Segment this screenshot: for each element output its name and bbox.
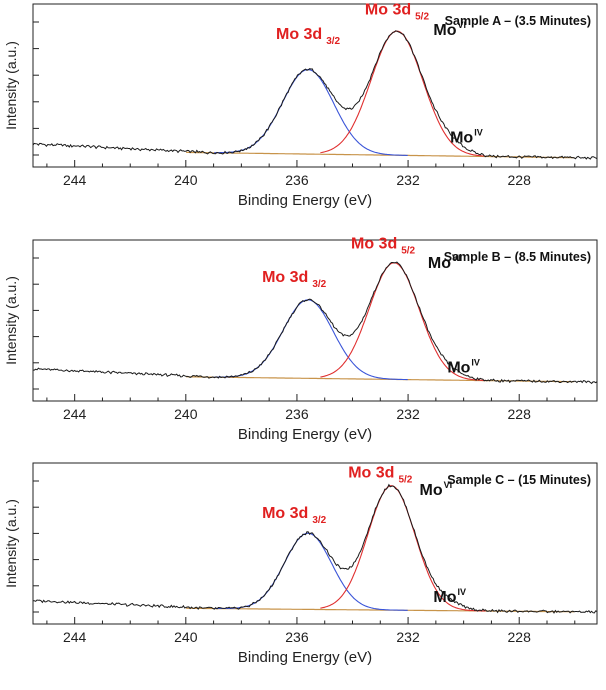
y-axis-title: Intensity (a.u.) [3, 276, 19, 365]
x-tick-label: 232 [396, 406, 420, 422]
peak-label: MoIV [450, 128, 483, 147]
x-axis-title: Binding Energy (eV) [238, 192, 372, 209]
y-axis-title: Intensity (a.u.) [3, 41, 19, 130]
series-background [186, 607, 575, 613]
x-tick-label: 232 [396, 172, 420, 188]
x-tick-label: 232 [396, 629, 420, 645]
sample-label: Sample B – (8.5 Minutes) [444, 250, 591, 264]
series-background [186, 376, 575, 383]
peak-label: Mo 3d 3/2 [262, 269, 327, 290]
panel-3: 244 240 236 232 228 Binding Energy (eV) Intens… [3, 462, 598, 666]
y-ticks [33, 480, 39, 613]
x-tick-label: 236 [285, 406, 309, 422]
y-ticks [33, 257, 39, 390]
panel-1: 244 240 236 232 228 Binding Energy (eV) Intens… [3, 2, 598, 209]
x-axis-title: Binding Energy (eV) [238, 649, 372, 666]
peak-label: Mo 3d 5/2 [365, 2, 430, 23]
plot-frame [32, 3, 598, 168]
y-ticks [33, 21, 39, 156]
series-raw-spectrum [32, 483, 598, 614]
x-tick-label: 236 [285, 172, 309, 188]
x-tick-label: 244 [63, 172, 87, 188]
x-tick-label: 240 [174, 406, 198, 422]
series-raw-spectrum [32, 30, 598, 160]
series-mo3d32-fit [214, 532, 408, 611]
peak-label: Mo 3d 3/2 [276, 26, 341, 47]
x-axis-title: Binding Energy (eV) [238, 426, 372, 443]
plot-frame [32, 239, 598, 402]
panel-2: 244 240 236 232 228 Binding Energy (eV) Intens… [3, 236, 598, 443]
x-tick-label: 236 [285, 629, 309, 645]
x-axis: 244 240 236 232 228 [46, 617, 576, 645]
x-tick-label: 244 [63, 629, 87, 645]
x-tick-label: 244 [63, 406, 87, 422]
peak-label: Mo 3d 3/2 [262, 505, 327, 526]
peak-label: MoIV [447, 357, 480, 376]
peak-label: MoVI [420, 480, 453, 499]
sample-label: Sample A – (3.5 Minutes) [445, 14, 591, 28]
peak-label: MoVI [428, 253, 461, 272]
sample-label: Sample C – (15 Minutes) [447, 473, 591, 487]
x-axis: 244 240 236 232 228 [46, 160, 576, 188]
peak-label: Mo 3d 5/2 [348, 464, 413, 485]
series-mo3d52-fit [320, 485, 486, 612]
series-raw-spectrum [33, 261, 598, 385]
x-tick-label: 228 [508, 172, 532, 188]
x-axis: 244 240 236 232 228 [46, 394, 576, 422]
series-mo3d32-fit [214, 69, 408, 156]
x-tick-label: 228 [508, 406, 532, 422]
y-axis-title: Intensity (a.u.) [3, 499, 19, 588]
series-mo3d32-fit [214, 299, 408, 381]
plot-frame [32, 462, 598, 625]
peak-label: MoIV [433, 587, 466, 606]
x-tick-label: 240 [174, 172, 198, 188]
x-tick-label: 228 [508, 629, 532, 645]
peak-label: Mo 3d 5/2 [351, 236, 416, 257]
peak-label: MoVI [433, 20, 466, 39]
x-tick-label: 240 [174, 629, 198, 645]
